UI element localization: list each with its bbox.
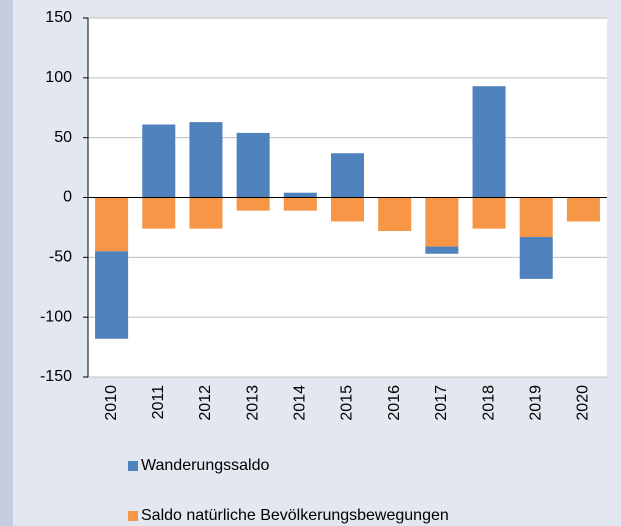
y-tick-label: 150 [45, 9, 72, 26]
bar [95, 251, 129, 339]
bar [236, 132, 270, 198]
bar [330, 153, 365, 198]
x-tick-label: 2020 [575, 385, 592, 421]
x-tick-label: 2018 [480, 385, 497, 421]
bar [519, 236, 553, 279]
x-tick-label: 2013 [244, 385, 261, 421]
bar [142, 197, 176, 229]
x-tick-label: 2019 [527, 385, 544, 421]
legend-swatch [128, 461, 138, 471]
bar [425, 246, 459, 254]
bar [283, 192, 317, 198]
y-tick-label: -100 [40, 308, 72, 325]
bar [142, 124, 176, 198]
bar [189, 122, 223, 198]
legend-swatch [128, 511, 138, 521]
bar [330, 197, 365, 222]
x-tick-label: 2012 [197, 385, 214, 421]
side-strip [0, 0, 13, 526]
x-tick-label: 2010 [103, 385, 120, 421]
bar [566, 197, 600, 222]
legend-label: Saldo natürliche Bevölkerungsbewegungen [141, 507, 449, 524]
bar [95, 197, 129, 252]
bar [378, 197, 412, 232]
y-tick-label: 0 [63, 189, 72, 206]
y-tick-label: -50 [49, 249, 72, 266]
y-tick-label: 100 [45, 69, 72, 86]
bar [472, 197, 506, 229]
bar [425, 197, 459, 247]
y-tick-label: -150 [40, 368, 72, 385]
x-tick-label: 2015 [339, 385, 356, 421]
x-tick-label: 2014 [292, 385, 309, 421]
x-tick-label: 2016 [386, 385, 403, 421]
bar [472, 86, 506, 198]
x-tick-label: 2017 [433, 385, 450, 421]
legend-label: Wanderungssaldo [141, 457, 269, 474]
bar [236, 197, 270, 211]
x-tick-label: 2011 [150, 385, 167, 420]
bar [283, 197, 317, 211]
y-tick-label: 50 [54, 129, 72, 146]
bar [189, 197, 223, 229]
bar [519, 197, 553, 237]
